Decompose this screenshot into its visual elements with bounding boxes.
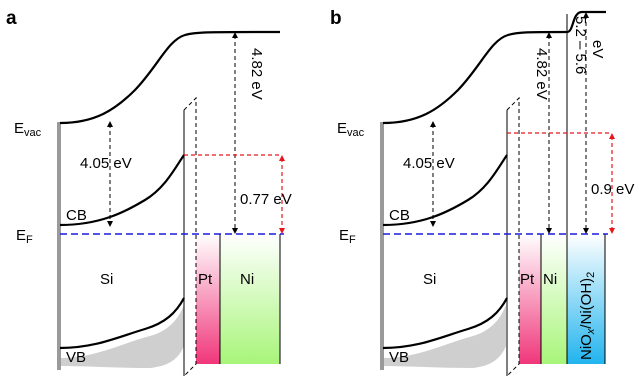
si-label-b: Si: [423, 271, 436, 288]
vacuum-level-b: [382, 10, 606, 125]
ni-label-a: Ni: [240, 271, 254, 288]
niox-label-b: NiOx/Ni(OH)2: [578, 272, 597, 360]
ef-label-a: EF: [16, 227, 33, 246]
label-5-2-5-6-line2-b: eV: [589, 40, 606, 58]
vb-label-b: VB: [389, 349, 409, 366]
vb-label-a: VB: [66, 349, 86, 366]
si-label-a: Si: [100, 271, 113, 288]
conduction-band-b: [382, 154, 508, 227]
ni-block-b: [541, 234, 567, 364]
cb-label-a: CB: [66, 207, 87, 224]
vb-shadow-a: [60, 305, 184, 368]
panel-b-letter: b: [330, 8, 342, 29]
si-surface-bar-a: [57, 122, 61, 370]
label-4-05-a: 4.05 eV: [80, 155, 132, 172]
ef-label-b: EF: [339, 227, 356, 246]
vacuum-level-a: [59, 30, 281, 125]
vb-shadow-b: [383, 305, 506, 368]
label-5-2-5-6-line1-b: 5.2 – 5.6: [572, 16, 589, 74]
panel-b: b 4.05 eV 4.82 eV 5.2 – 5.6 eV: [330, 8, 634, 378]
evac-label-b: Evac: [337, 120, 365, 139]
valence-band-b: [382, 297, 508, 350]
evac-label-a: Evac: [14, 120, 42, 139]
ni-block-a: [220, 234, 280, 364]
niox-block-b: [567, 234, 605, 364]
valence-band-a: [59, 297, 185, 350]
panel-a-letter: a: [6, 8, 17, 29]
pt-label-b: Pt: [520, 271, 535, 288]
si-surface-bar-b: [380, 122, 384, 370]
label-4-05-b: 4.05 eV: [403, 155, 455, 172]
pt-block-b: [519, 234, 541, 364]
pt-block-a: [196, 234, 220, 364]
cb-label-b: CB: [389, 207, 410, 224]
label-barrier-b: 0.9 eV: [591, 181, 634, 198]
label-barrier-a: 0.77 eV: [240, 191, 292, 208]
oxide-layer-b: [506, 96, 520, 378]
label-4-82-a: 4.82 eV: [248, 48, 265, 100]
oxide-layer-a: [183, 96, 197, 378]
label-4-82-b: 4.82 eV: [533, 48, 550, 100]
ni-label-b: Ni: [543, 271, 557, 288]
panel-a: a 4.05 eV 4.82 eV 0.77 eV Evac EF CB: [6, 8, 292, 378]
conduction-band-a: [59, 154, 185, 227]
pt-label-a: Pt: [198, 271, 213, 288]
